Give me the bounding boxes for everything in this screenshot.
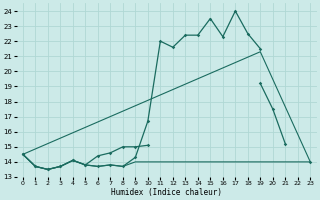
X-axis label: Humidex (Indice chaleur): Humidex (Indice chaleur) bbox=[111, 188, 222, 197]
